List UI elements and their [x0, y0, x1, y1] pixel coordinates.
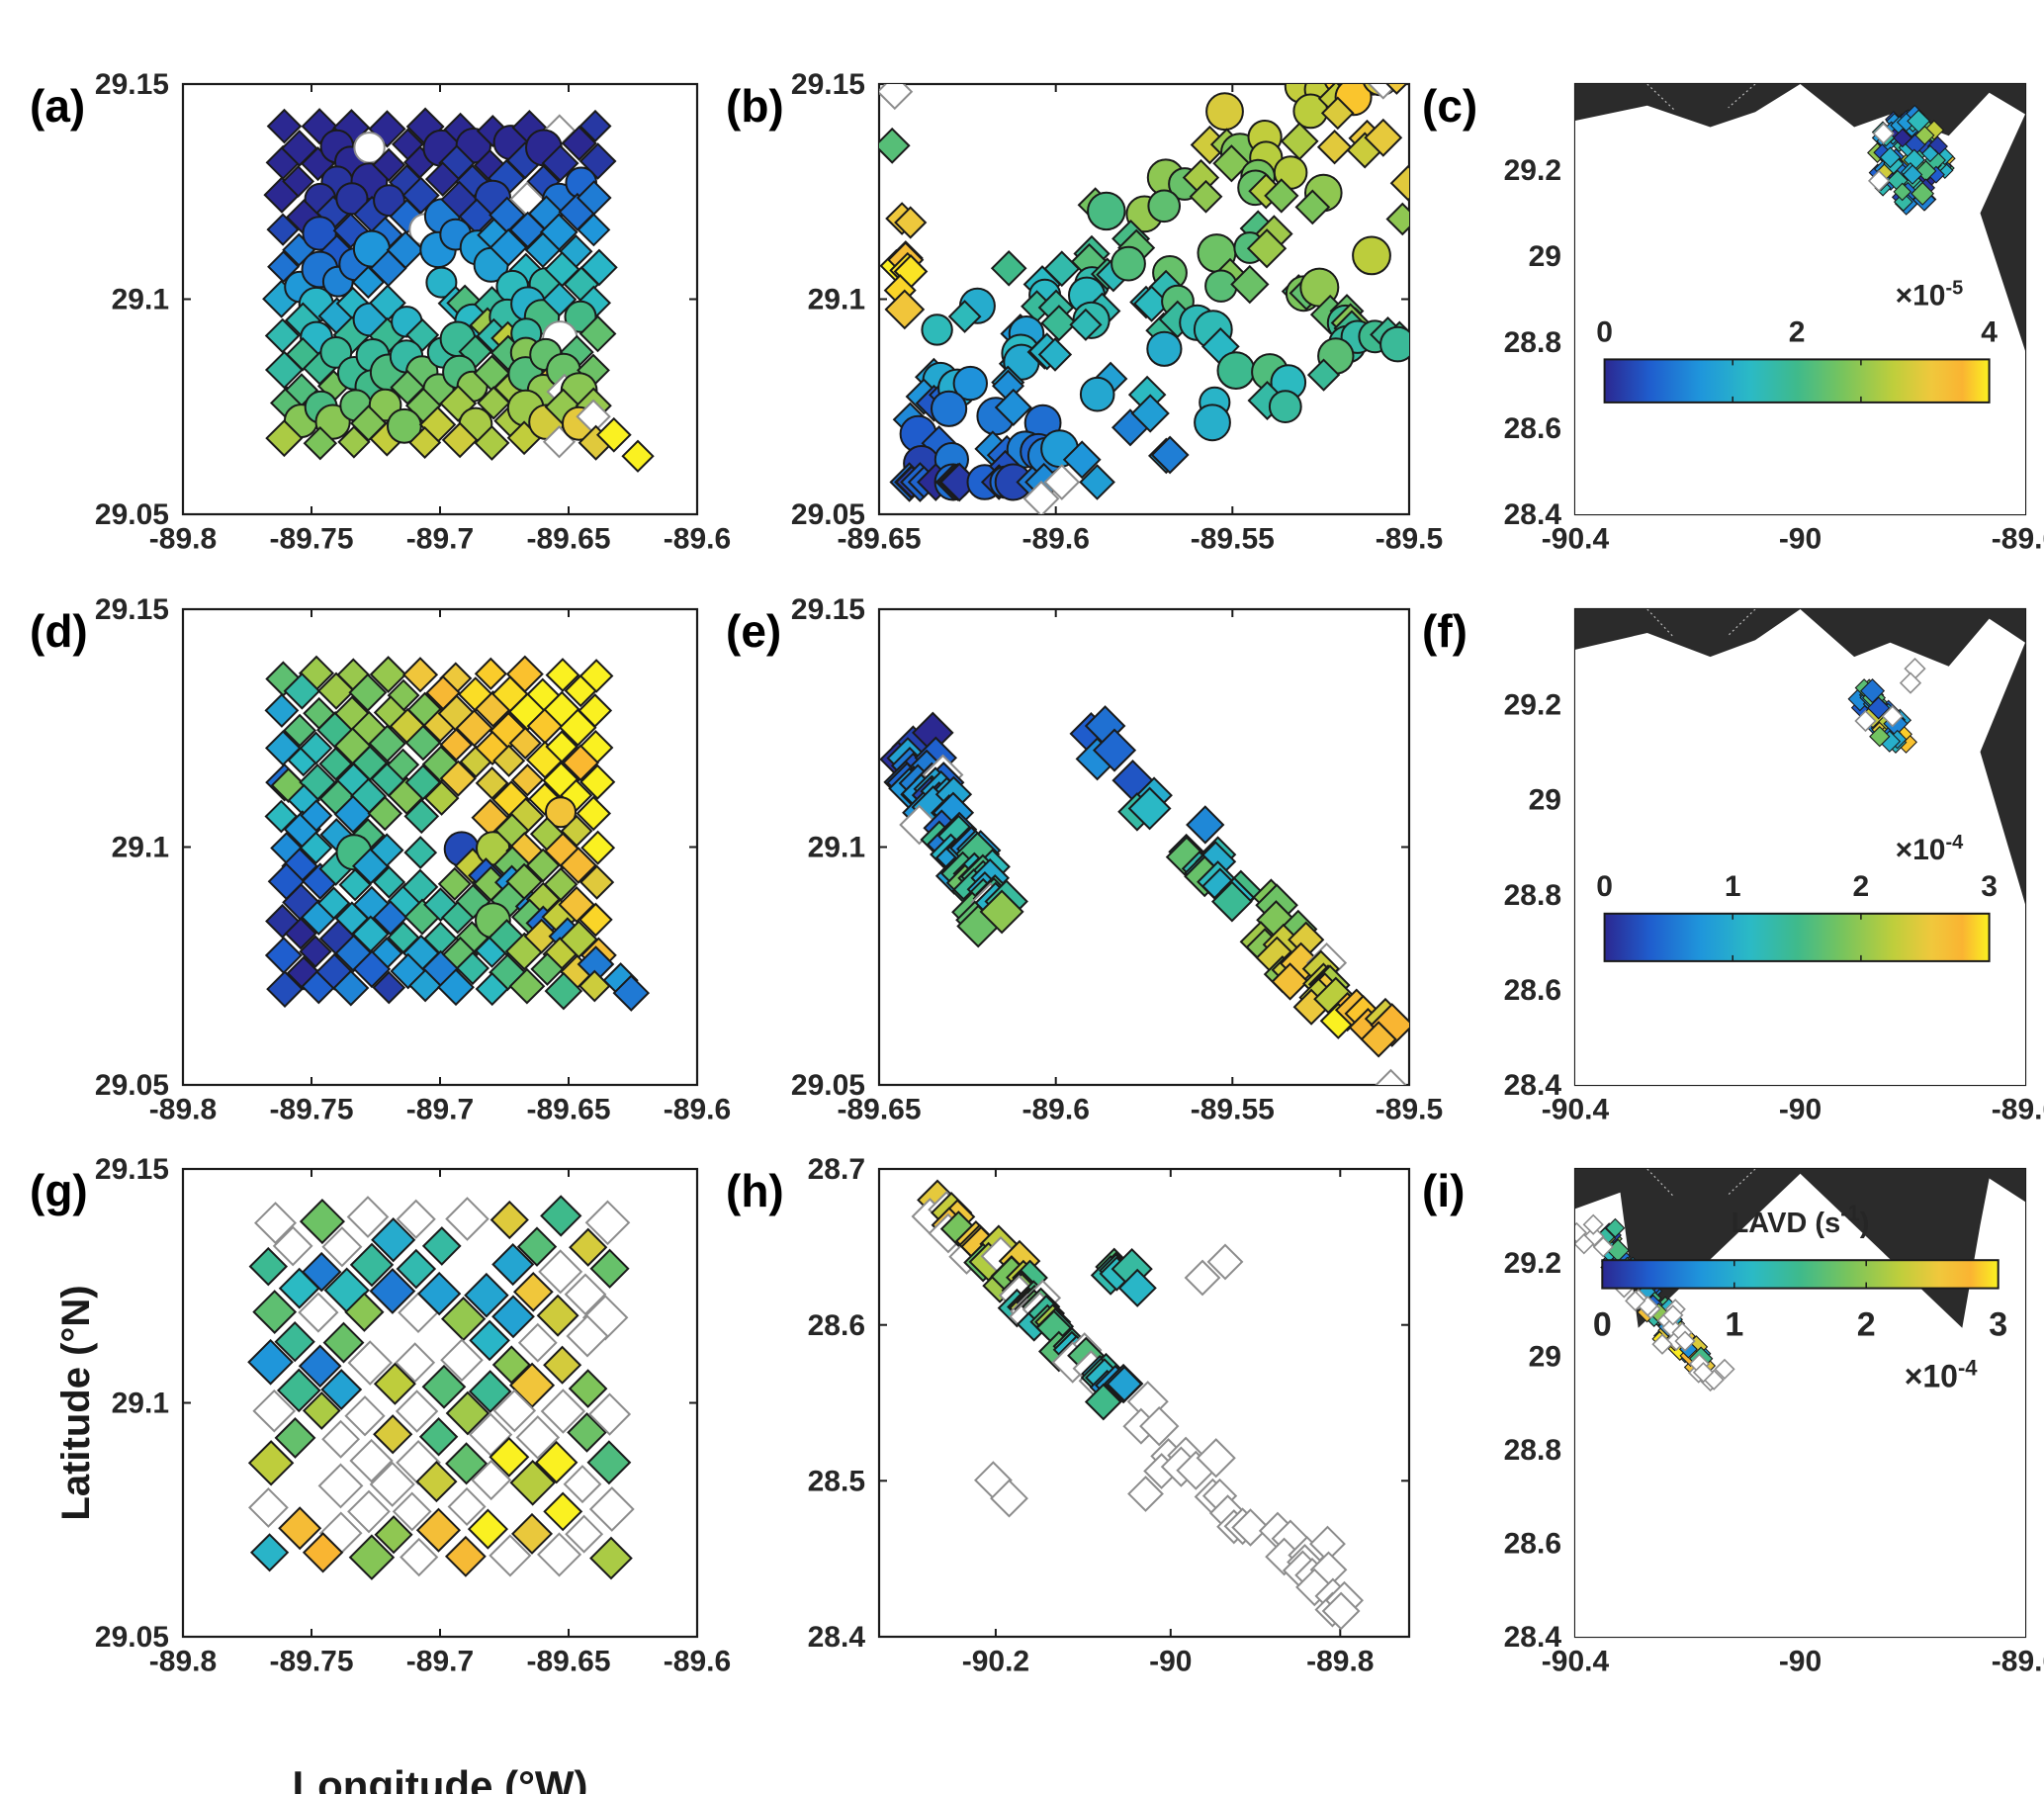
svg-text:-89.6: -89.6	[664, 1646, 731, 1678]
svg-text:(b): (b)	[726, 80, 784, 132]
svg-text:(d): (d)	[30, 605, 88, 657]
svg-text:28.7: 28.7	[808, 1153, 865, 1186]
svg-text:29.05: 29.05	[791, 498, 865, 531]
svg-text:-89.6: -89.6	[1992, 523, 2044, 556]
svg-text:-89.7: -89.7	[406, 1646, 474, 1678]
svg-text:-89.55: -89.55	[1191, 523, 1275, 556]
svg-text:29.05: 29.05	[95, 1621, 169, 1654]
svg-text:2: 2	[1853, 870, 1870, 903]
svg-text:0: 0	[1596, 315, 1613, 348]
svg-text:-89.65: -89.65	[526, 1646, 610, 1678]
svg-text:-89.6: -89.6	[1992, 1094, 2044, 1126]
svg-text:(f): (f)	[1422, 605, 1467, 657]
svg-text:-90: -90	[1779, 1646, 1822, 1678]
svg-text:-89.6: -89.6	[1022, 1094, 1090, 1126]
svg-text:28.6: 28.6	[808, 1309, 865, 1342]
svg-text:-89.75: -89.75	[269, 523, 353, 556]
svg-text:28.8: 28.8	[1504, 326, 1561, 359]
svg-text:3: 3	[1989, 1306, 2007, 1344]
svg-text:-89.6: -89.6	[1992, 1646, 2044, 1678]
svg-text:-89.6: -89.6	[1022, 523, 1090, 556]
svg-text:29.05: 29.05	[95, 498, 169, 531]
svg-text:28.5: 28.5	[808, 1466, 865, 1498]
svg-text:29.15: 29.15	[95, 68, 169, 101]
svg-text:-89.65: -89.65	[526, 1094, 610, 1126]
svg-text:-89.5: -89.5	[1376, 1094, 1443, 1126]
svg-text:-90: -90	[1149, 1646, 1192, 1678]
svg-text:(a): (a)	[30, 80, 85, 132]
svg-text:-90: -90	[1779, 523, 1822, 556]
svg-text:2: 2	[1857, 1306, 1876, 1344]
svg-text:4: 4	[1981, 315, 1998, 348]
svg-text:0: 0	[1596, 870, 1613, 903]
svg-text:-89.55: -89.55	[1191, 1094, 1275, 1126]
svg-text:-89.5: -89.5	[1376, 523, 1443, 556]
svg-text:29: 29	[1529, 240, 1561, 273]
svg-text:29.2: 29.2	[1504, 154, 1561, 187]
svg-text:-89.7: -89.7	[406, 1094, 474, 1126]
svg-text:29.05: 29.05	[791, 1069, 865, 1102]
svg-text:29.2: 29.2	[1504, 688, 1561, 721]
svg-text:2: 2	[1789, 315, 1806, 348]
svg-text:0: 0	[1593, 1306, 1612, 1344]
svg-text:29: 29	[1529, 1340, 1561, 1373]
svg-text:28.8: 28.8	[1504, 879, 1561, 912]
svg-text:29.1: 29.1	[112, 1388, 169, 1420]
svg-text:28.4: 28.4	[808, 1621, 866, 1654]
svg-text:1: 1	[1725, 1306, 1743, 1344]
svg-text:(h): (h)	[726, 1165, 784, 1216]
svg-text:-89.75: -89.75	[269, 1094, 353, 1126]
svg-text:29.15: 29.15	[95, 593, 169, 626]
svg-text:Latitude (°N): Latitude (°N)	[54, 1285, 98, 1520]
svg-text:-89.65: -89.65	[526, 523, 610, 556]
svg-text:(g): (g)	[30, 1165, 88, 1216]
svg-text:1: 1	[1725, 870, 1741, 903]
svg-text:29.1: 29.1	[112, 832, 169, 864]
svg-text:29: 29	[1529, 784, 1561, 817]
svg-text:(e): (e)	[726, 605, 781, 657]
svg-text:(c): (c)	[1422, 80, 1477, 132]
svg-text:28.6: 28.6	[1504, 1528, 1561, 1561]
svg-text:28.4: 28.4	[1504, 1069, 1562, 1102]
svg-text:28.4: 28.4	[1504, 498, 1562, 531]
svg-text:28.8: 28.8	[1504, 1434, 1561, 1467]
svg-text:29.15: 29.15	[791, 593, 865, 626]
svg-text:-90: -90	[1779, 1094, 1822, 1126]
svg-text:29.1: 29.1	[808, 832, 865, 864]
svg-text:29.15: 29.15	[791, 68, 865, 101]
svg-text:29.2: 29.2	[1504, 1247, 1561, 1280]
svg-text:-90.2: -90.2	[962, 1646, 1029, 1678]
svg-text:-89.7: -89.7	[406, 523, 474, 556]
svg-text:-89.8: -89.8	[1306, 1646, 1374, 1678]
svg-text:-89.75: -89.75	[269, 1646, 353, 1678]
svg-text:29.1: 29.1	[808, 284, 865, 316]
svg-text:28.6: 28.6	[1504, 412, 1561, 445]
svg-text:Longitude (°W): Longitude (°W)	[292, 1762, 587, 1794]
svg-text:-89.6: -89.6	[664, 1094, 731, 1126]
svg-text:28.4: 28.4	[1504, 1621, 1562, 1654]
svg-text:(i): (i)	[1422, 1165, 1465, 1216]
svg-text:3: 3	[1981, 870, 1998, 903]
svg-text:29.1: 29.1	[112, 284, 169, 316]
svg-text:28.6: 28.6	[1504, 974, 1561, 1007]
svg-text:29.15: 29.15	[95, 1153, 169, 1186]
svg-text:-89.6: -89.6	[664, 523, 731, 556]
svg-text:29.05: 29.05	[95, 1069, 169, 1102]
